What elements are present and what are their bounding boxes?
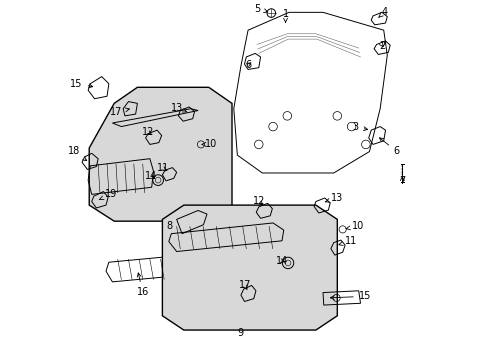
Text: 3: 3 (352, 122, 367, 132)
Text: 19: 19 (100, 189, 117, 199)
Text: 8: 8 (166, 221, 172, 231)
Text: 16: 16 (136, 273, 148, 297)
Text: 4: 4 (378, 7, 387, 17)
Text: 1: 1 (282, 9, 288, 22)
Text: 7: 7 (398, 176, 405, 186)
Text: 15: 15 (329, 291, 370, 301)
Text: 11: 11 (338, 236, 357, 246)
Text: 11: 11 (156, 163, 168, 173)
Text: 10: 10 (345, 221, 363, 231)
Text: 12: 12 (252, 197, 264, 206)
Text: 14: 14 (144, 171, 157, 181)
Text: 15: 15 (70, 78, 93, 89)
Text: 10: 10 (202, 139, 217, 149)
Text: 17: 17 (238, 280, 250, 290)
Text: 17: 17 (110, 107, 129, 117)
Text: 18: 18 (68, 147, 86, 161)
Text: 5: 5 (254, 4, 267, 14)
Text: 6: 6 (244, 60, 251, 70)
Text: 13: 13 (325, 193, 343, 203)
Text: 13: 13 (170, 103, 186, 113)
Polygon shape (162, 205, 337, 330)
Text: 9: 9 (237, 328, 244, 338)
Text: 2: 2 (379, 41, 385, 51)
Polygon shape (89, 87, 231, 221)
Text: 12: 12 (142, 127, 154, 138)
Text: 6: 6 (379, 138, 399, 156)
Text: 14: 14 (275, 256, 287, 266)
